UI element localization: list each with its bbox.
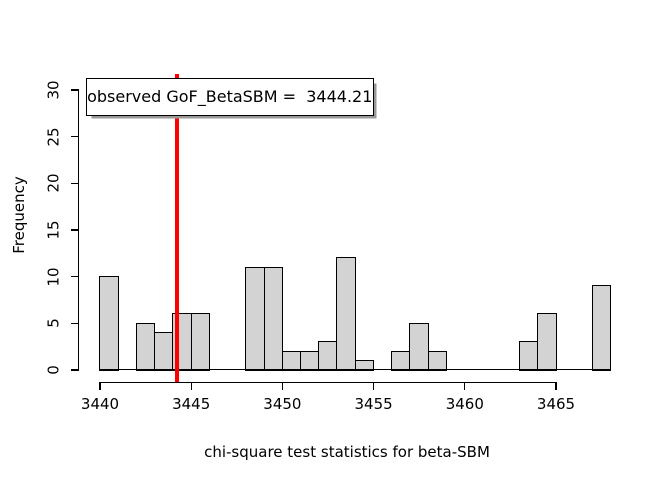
x-tick [190,383,192,390]
y-tick [70,89,78,91]
x-tick-label: 3450 [263,395,302,413]
y-tick-label: 30 [44,80,63,100]
histogram-baseline [99,369,612,371]
y-tick-label: 25 [44,127,63,147]
x-axis-title: chi-square test statistics for beta-SBM [204,443,490,461]
x-tick-label: 3445 [172,395,211,413]
histogram-bar [245,266,265,371]
histogram-bar [135,322,156,371]
y-tick-label: 10 [44,267,63,287]
histogram-bar [299,350,320,371]
histogram-bar [154,332,174,371]
histogram-bar [190,313,211,371]
histogram-bar [281,350,302,371]
histogram-bar [537,313,557,371]
y-tick-label: 0 [44,365,63,375]
y-tick-label: 15 [44,220,63,240]
x-tick-label: 3440 [80,395,120,413]
y-tick-label: 5 [44,318,63,329]
histogram-bar [263,266,284,371]
histogram-bar [427,350,448,371]
x-tick [372,383,375,390]
observed-value-line [174,74,179,382]
x-tick-label: 3455 [354,395,393,413]
histogram-bar [591,285,612,371]
histogram-bar [518,341,539,371]
y-tick [70,369,78,371]
x-tick [99,383,101,390]
x-axis-line [99,382,557,384]
y-tick [70,182,78,185]
y-tick [70,322,78,325]
y-tick [70,135,78,138]
histogram-bar [409,322,429,371]
legend-box: observed GoF_BetaSBM = 3444.21 [86,78,374,116]
y-axis-line [77,89,79,372]
y-tick [70,229,78,231]
histogram-bar [391,350,411,371]
x-tick-label: 3465 [536,395,576,413]
histogram-bar [318,341,338,371]
x-tick-label: 3460 [445,395,484,413]
y-tick-label: 20 [44,173,63,193]
x-tick [281,383,284,390]
histogram-bar [99,276,119,371]
x-tick [464,383,466,390]
y-axis-title: Frequency [10,176,28,254]
y-tick [70,275,78,278]
x-tick [555,383,557,390]
legend-label: observed GoF_BetaSBM = 3444.21 [87,87,373,107]
histogram-bar [336,257,356,371]
